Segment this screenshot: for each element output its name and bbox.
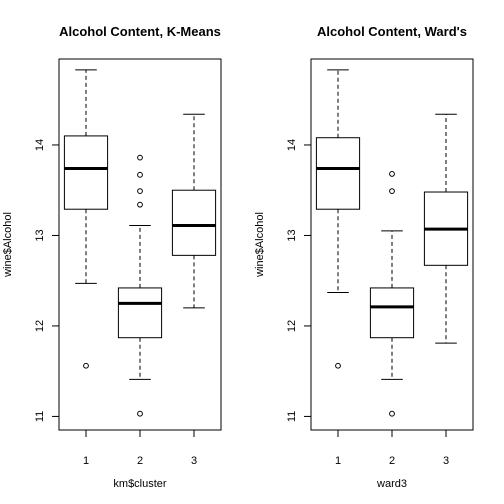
y-axis-label: wine$Alcohol [2,212,14,278]
y-axis-label: wine$Alcohol [254,212,266,278]
chart-panel-2: Alcohol Content, Ward's1 2 3ward311121314w… [254,24,474,490]
outlier-point [389,171,395,177]
outlier-point [335,362,341,369]
box-group-1 [63,69,109,369]
box-iqr [369,287,415,339]
x-tick-label: 3 [443,455,449,467]
outlier-point [137,154,143,161]
x-tick-label: 1 [335,455,341,467]
y-tick-label: 14 [34,139,46,151]
chart-title: Alcohol Content, K-Means [59,24,221,39]
y-tick-label: 11 [34,411,46,422]
outlier-point [137,201,143,208]
box-iqr [171,189,217,256]
y-tick-label: 11 [286,411,298,422]
x-tick-label: 2 [137,455,143,467]
outlier-point [137,410,143,417]
x-tick-label: 3 [191,455,197,467]
y-tick-label: 13 [286,229,298,241]
box-group-3 [423,113,469,344]
box-iqr [63,135,109,210]
box-group-3 [171,113,217,309]
y-tick-label: 12 [286,320,298,332]
x-axis-label: km$cluster [113,478,167,490]
outlier-point [137,171,143,178]
box-group-2 [117,154,163,417]
outlier-point [137,188,143,195]
box-group-1 [315,69,361,369]
x-tick-label: 2 [389,455,395,467]
y-tick-label: 14 [286,139,298,151]
chart-title: Alcohol Content, Ward's [317,24,467,39]
y-tick-label: 13 [34,229,46,241]
box-iqr [315,137,361,210]
outlier-point [389,188,395,195]
outlier-point [83,362,89,369]
y-tick-label: 12 [34,320,46,332]
x-axis-label: ward3 [376,478,407,490]
outlier-point [389,410,395,417]
box-iqr [117,287,163,339]
box-group-2 [369,171,415,417]
x-tick-label: 1 [83,455,89,467]
